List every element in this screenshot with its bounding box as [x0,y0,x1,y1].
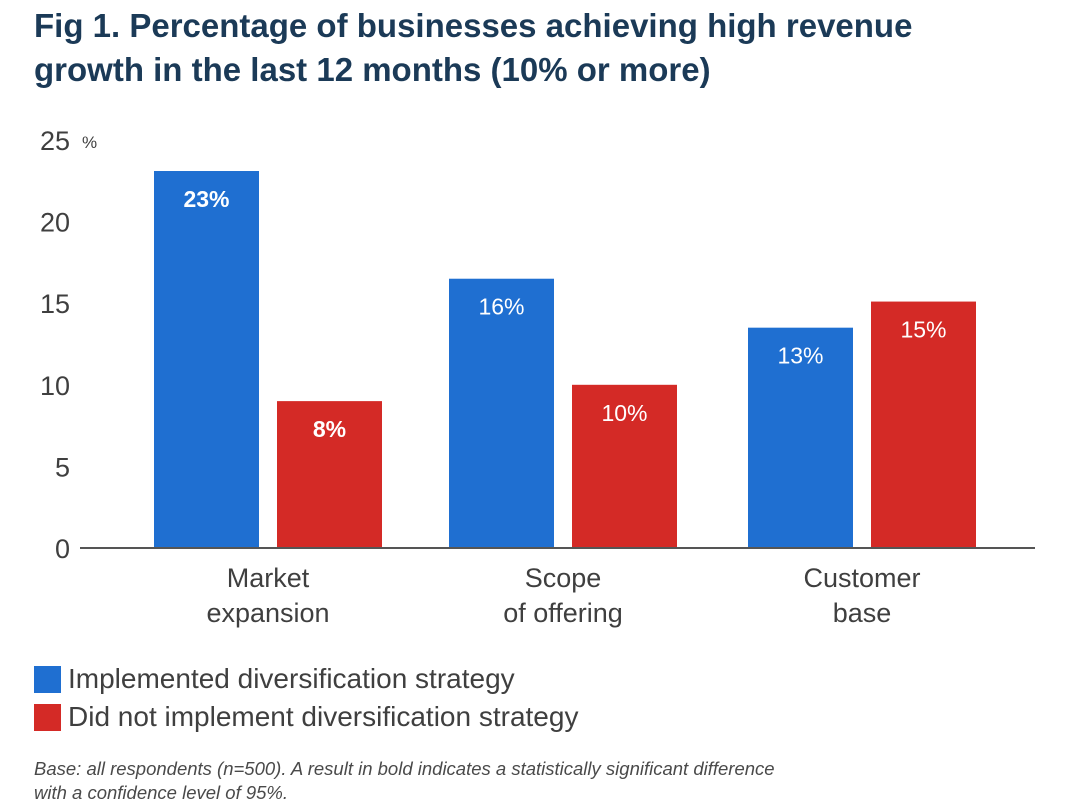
bar-data-label: 15% [900,317,946,343]
x-category-label: Customer [803,563,920,593]
bar [572,384,677,548]
legend-swatch-not-implemented [34,703,61,731]
legend-label-implemented: Implemented diversification strategy [68,663,515,694]
legend-label-not-implemented: Did not implement diversification strate… [68,701,579,732]
legend-item-implemented: Implemented diversification strategy [34,660,578,698]
footnote-line-2: with a confidence level of 95%. [34,782,289,803]
x-category-label: of offering [503,598,623,628]
bar [277,401,382,548]
bar-data-label: 8% [313,416,346,442]
chart-title: Fig 1. Percentage of businesses achievin… [34,4,1064,92]
bar-data-label: 10% [601,400,647,426]
legend-swatch-implemented [34,665,61,693]
bar [449,278,554,548]
bar-data-label: 23% [183,186,229,212]
y-tick-label: 15 [40,289,70,319]
y-tick-label: 0 [55,534,70,564]
y-tick-label: 5 [55,452,70,482]
chart-title-line-2: growth in the last 12 months (10% or mor… [34,51,711,88]
y-axis-unit-label: % [82,133,97,152]
bar [871,301,976,548]
chart-title-line-1: Fig 1. Percentage of businesses achievin… [34,7,913,44]
y-tick-label: 10 [40,371,70,401]
footnote-line-1: Base: all respondents (n=500). A result … [34,758,775,779]
bar [748,327,853,548]
y-tick-label: 25 [40,126,70,156]
x-category-label: base [833,598,892,628]
y-tick-label: 20 [40,208,70,238]
bar [154,171,259,548]
bar-data-label: 13% [777,343,823,369]
bar-chart: 0 5 10 15 20 25 % 23% 8% Market expansion 16% 10% Sco… [40,126,1035,628]
x-category-label: expansion [206,598,329,628]
legend-item-not-implemented: Did not implement diversification strate… [34,698,578,736]
bar-data-label: 16% [478,294,524,320]
legend: Implemented diversification strategy Did… [34,660,578,736]
x-category-label: Scope [525,563,602,593]
x-category-label: Market [227,563,310,593]
footnote: Base: all respondents (n=500). A result … [34,757,1064,805]
